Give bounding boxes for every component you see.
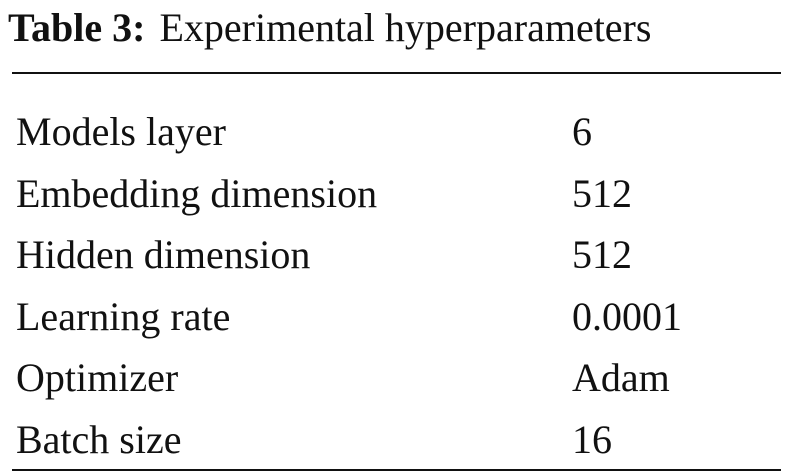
param-value: 0.0001 <box>572 293 682 339</box>
top-rule <box>12 72 781 74</box>
param-value: 16 <box>572 416 612 462</box>
table-caption: Table 3: Experimental hyperparameters <box>8 4 651 52</box>
param-name: Optimizer <box>16 355 179 400</box>
param-name: Batch size <box>16 416 182 462</box>
param-value: 512 <box>572 232 632 277</box>
param-name: Models layer <box>16 109 226 154</box>
caption-text: Experimental hyperparameters <box>159 5 652 50</box>
param-value: 512 <box>572 170 632 216</box>
param-name: Hidden dimension <box>16 232 311 277</box>
param-value: Adam <box>572 355 670 400</box>
param-name: Embedding dimension <box>16 170 378 216</box>
bottom-rule <box>12 469 781 471</box>
caption-label: Table 3: <box>8 5 146 50</box>
param-value: 6 <box>572 109 592 154</box>
param-name: Learning rate <box>16 293 231 339</box>
